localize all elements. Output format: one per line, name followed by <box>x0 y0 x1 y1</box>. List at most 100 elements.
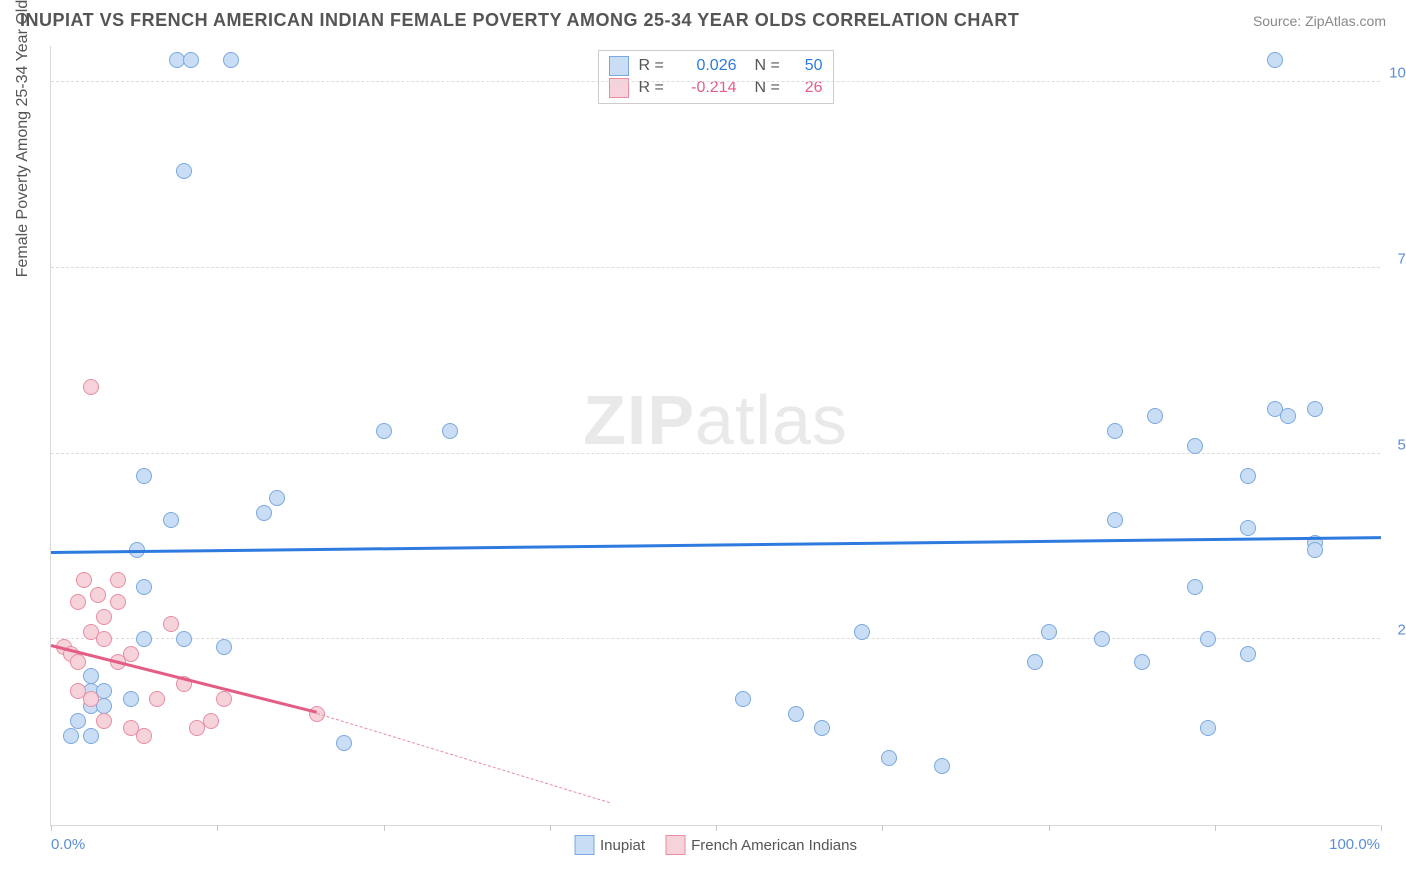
scatter-point <box>216 691 232 707</box>
scatter-point <box>96 609 112 625</box>
scatter-point <box>735 691 751 707</box>
chart-title: INUPIAT VS FRENCH AMERICAN INDIAN FEMALE… <box>20 10 1019 31</box>
swatch-icon <box>665 835 685 855</box>
scatter-point <box>788 706 804 722</box>
scatter-point <box>123 691 139 707</box>
x-tick <box>1381 825 1382 831</box>
x-tick <box>1049 825 1050 831</box>
scatter-point <box>1200 631 1216 647</box>
x-tick <box>217 825 218 831</box>
scatter-point <box>83 728 99 744</box>
x-tick <box>1215 825 1216 831</box>
legend-row-series-0: R = 0.026 N = 50 <box>609 55 823 77</box>
scatter-point <box>1307 401 1323 417</box>
scatter-point <box>110 572 126 588</box>
scatter-point <box>176 631 192 647</box>
scatter-point <box>1041 624 1057 640</box>
scatter-point <box>63 728 79 744</box>
scatter-point <box>110 594 126 610</box>
scatter-point <box>70 713 86 729</box>
scatter-point <box>136 579 152 595</box>
scatter-point <box>1094 631 1110 647</box>
scatter-point <box>1134 654 1150 670</box>
scatter-point <box>1200 720 1216 736</box>
scatter-point <box>1240 468 1256 484</box>
scatter-point <box>83 379 99 395</box>
scatter-point <box>83 668 99 684</box>
y-tick-label: 25.0% <box>1385 622 1406 639</box>
scatter-point <box>881 750 897 766</box>
legend-correlation: R = 0.026 N = 50 R = -0.214 N = 26 <box>598 50 834 104</box>
scatter-point <box>223 52 239 68</box>
scatter-point <box>203 713 219 729</box>
x-tick-label-max: 100.0% <box>1329 836 1380 853</box>
x-tick-label-min: 0.0% <box>51 836 85 853</box>
scatter-point <box>1240 646 1256 662</box>
scatter-point <box>163 512 179 528</box>
scatter-point <box>1280 408 1296 424</box>
y-tick-label: 75.0% <box>1385 250 1406 267</box>
scatter-point <box>1147 408 1163 424</box>
scatter-point <box>183 52 199 68</box>
x-tick <box>716 825 717 831</box>
grid-line <box>51 453 1380 454</box>
legend-label: Inupiat <box>600 837 645 854</box>
scatter-point <box>1107 512 1123 528</box>
legend-item-0: Inupiat <box>574 835 645 855</box>
y-tick-label: 50.0% <box>1385 436 1406 453</box>
scatter-point <box>70 594 86 610</box>
scatter-point <box>163 616 179 632</box>
legend-label: French American Indians <box>691 837 857 854</box>
grid-line <box>51 81 1380 82</box>
scatter-point <box>442 423 458 439</box>
scatter-point <box>1187 438 1203 454</box>
trend-line <box>51 536 1381 554</box>
y-tick-label: 100.0% <box>1385 65 1406 82</box>
scatter-point <box>1107 423 1123 439</box>
r-value-0: 0.026 <box>677 57 737 75</box>
legend-series: Inupiat French American Indians <box>574 835 857 855</box>
n-label: N = <box>755 57 783 75</box>
scatter-point <box>136 631 152 647</box>
scatter-point <box>376 423 392 439</box>
scatter-point <box>70 683 86 699</box>
scatter-point <box>934 758 950 774</box>
legend-item-1: French American Indians <box>665 835 857 855</box>
source-label: Source: ZipAtlas.com <box>1253 13 1386 29</box>
scatter-point <box>76 572 92 588</box>
watermark: ZIPatlas <box>583 380 848 460</box>
x-tick <box>550 825 551 831</box>
scatter-point <box>269 490 285 506</box>
scatter-point <box>96 713 112 729</box>
x-tick <box>384 825 385 831</box>
scatter-chart: ZIPatlas R = 0.026 N = 50 R = -0.214 N =… <box>50 46 1380 826</box>
scatter-point <box>96 631 112 647</box>
n-value-0: 50 <box>793 57 823 75</box>
r-label: R = <box>639 57 667 75</box>
scatter-point <box>1240 520 1256 536</box>
scatter-point <box>1267 52 1283 68</box>
y-axis-title: Female Poverty Among 25-34 Year Olds <box>14 0 32 277</box>
scatter-point <box>70 654 86 670</box>
x-tick <box>51 825 52 831</box>
scatter-point <box>90 587 106 603</box>
scatter-point <box>176 163 192 179</box>
scatter-point <box>123 646 139 662</box>
scatter-point <box>1027 654 1043 670</box>
trend-line-dashed <box>317 713 610 803</box>
scatter-point <box>136 468 152 484</box>
swatch-series-0 <box>609 56 629 76</box>
scatter-point <box>256 505 272 521</box>
scatter-point <box>136 728 152 744</box>
scatter-point <box>854 624 870 640</box>
scatter-point <box>336 735 352 751</box>
scatter-point <box>1307 542 1323 558</box>
grid-line <box>51 267 1380 268</box>
scatter-point <box>1187 579 1203 595</box>
x-tick <box>882 825 883 831</box>
scatter-point <box>814 720 830 736</box>
grid-line <box>51 638 1380 639</box>
scatter-point <box>216 639 232 655</box>
scatter-point <box>149 691 165 707</box>
swatch-icon <box>574 835 594 855</box>
